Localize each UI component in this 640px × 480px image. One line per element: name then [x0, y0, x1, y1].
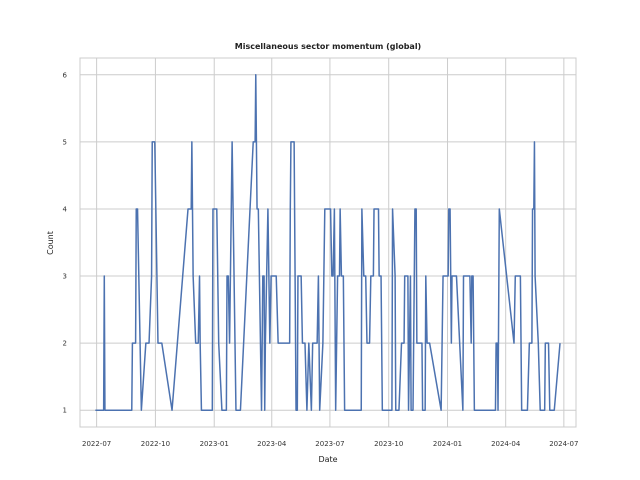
series-line — [95, 74, 561, 411]
chart-title: Miscellaneous sector momentum (global) — [235, 42, 421, 51]
x-gridlines — [96, 58, 565, 427]
x-tick-label: 2023-04 — [257, 440, 287, 448]
y-tick-label: 4 — [63, 205, 68, 213]
y-tick-label: 1 — [63, 407, 67, 415]
x-tick-label: 2023-01 — [200, 440, 229, 448]
series-layer — [95, 74, 561, 411]
x-tick-labels: 2022-07 2022-10 2023-01 2023-04 2023-07 2023-… — [82, 440, 578, 448]
x-axis-label: Date — [318, 455, 337, 464]
y-tick-label: 6 — [63, 71, 68, 79]
x-tick-label: 2024-01 — [433, 440, 462, 448]
y-tick-label: 3 — [63, 273, 67, 281]
x-tick-label: 2023-07 — [315, 440, 344, 448]
plot-frame — [79, 57, 577, 428]
x-tick-label: 2022-10 — [141, 440, 170, 448]
y-tick-labels: 1 2 3 4 5 6 — [63, 71, 68, 414]
y-tick-label: 2 — [63, 340, 67, 348]
x-tick-label: 2022-07 — [82, 440, 111, 448]
x-tick-label: 2024-04 — [491, 440, 521, 448]
y-axis-label: Count — [46, 231, 55, 255]
x-tick-label: 2023-10 — [374, 440, 403, 448]
y-tick-label: 5 — [63, 138, 67, 146]
x-tick-label: 2024-07 — [549, 440, 578, 448]
